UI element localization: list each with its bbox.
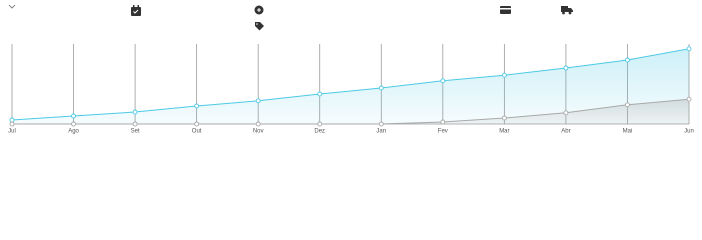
series-area — [12, 48, 689, 124]
x-tick-label: Fev — [438, 129, 448, 135]
point — [563, 110, 569, 116]
add-icon[interactable] — [254, 5, 264, 15]
point — [686, 96, 692, 102]
x-tick-label: Mar — [499, 129, 509, 135]
screen: Jul Ago Set Out Nov Dez Jan Fev Mar Abr Mai Jun — [8, 4, 694, 135]
chevron-icon[interactable] — [8, 4, 16, 9]
point — [501, 115, 507, 121]
point — [440, 78, 446, 84]
point — [71, 113, 76, 119]
point — [378, 121, 384, 127]
point — [194, 121, 200, 127]
point — [9, 121, 15, 127]
point — [625, 102, 630, 108]
x-tick-label: Jun — [684, 129, 694, 135]
point — [132, 121, 138, 127]
series-line — [11, 48, 690, 121]
truck-icon[interactable] — [561, 6, 573, 15]
x-tick-label: Nov — [253, 129, 264, 135]
x-tick-label: Abr — [561, 129, 570, 135]
card-icon[interactable] — [500, 6, 511, 14]
point — [255, 121, 261, 127]
point — [501, 72, 507, 78]
toolbar — [8, 4, 573, 31]
point — [194, 103, 200, 109]
point — [378, 85, 384, 91]
x-tick-label: Mai — [623, 129, 633, 135]
point — [9, 117, 15, 123]
tag-icon[interactable] — [255, 22, 264, 31]
chart: Jul Ago Set Out Nov Dez Jan Fev Mar Abr Mai Jun — [8, 44, 694, 135]
x-tick-label: Out — [192, 129, 202, 135]
series-line — [12, 98, 690, 125]
series-area — [12, 99, 689, 124]
calendar-icon[interactable] — [131, 5, 141, 16]
x-tick-label: Set — [131, 129, 140, 135]
x-tick-label: Jul — [8, 129, 16, 135]
point — [686, 46, 692, 52]
point — [255, 98, 261, 104]
point — [440, 119, 446, 125]
point — [132, 109, 138, 115]
point — [317, 91, 323, 97]
x-tick-label: Dez — [314, 129, 325, 135]
x-tick-label: Jan — [376, 129, 386, 135]
point — [563, 65, 569, 71]
point — [625, 57, 630, 63]
point — [71, 121, 76, 127]
x-tick-label: Ago — [68, 129, 79, 135]
point — [317, 121, 323, 127]
